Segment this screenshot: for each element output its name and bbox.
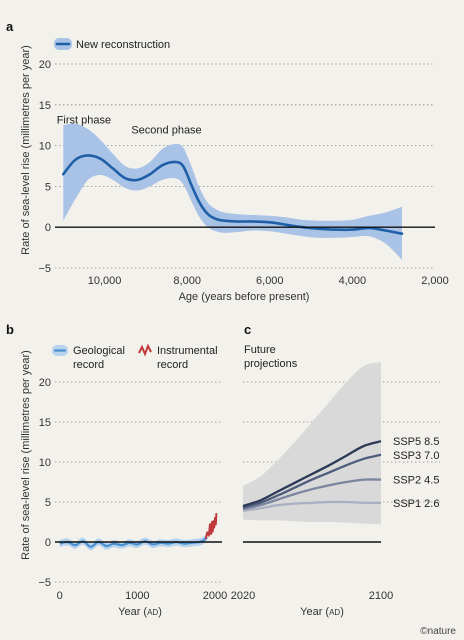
y-tick-label: 20 — [39, 377, 51, 389]
y-tick-label: −5 — [38, 263, 51, 275]
series-line-instrumental-record — [204, 513, 218, 540]
panel-a-uncertainty-band — [63, 123, 403, 260]
legend-instrumental-line2: record — [157, 359, 188, 371]
y-tick-label: −5 — [38, 577, 51, 589]
y-tick-label: 15 — [39, 417, 51, 429]
y-tick-label: 0 — [45, 537, 51, 549]
legend-instrumental-line1: Instrumental — [157, 345, 218, 357]
panel-b: b −5 0 5 10 15 20 0 1000 2000 Rate of sea-level… — [6, 322, 227, 618]
series-label-ssp5-8-5: SSP5 8.5 — [393, 436, 439, 448]
y-tick-label: 15 — [39, 100, 51, 112]
x-axis-label-unit: AD — [147, 608, 158, 617]
legend-swatch-instrumental — [138, 343, 152, 357]
series-line-ssp2-4-5 — [242, 478, 382, 511]
credit-logo: ©nature — [420, 626, 456, 637]
x-axis-label-main: Year ( — [300, 606, 329, 618]
panel-b-legend: Geological record Instrumental record — [52, 343, 218, 371]
x-axis-label-end: ) — [158, 606, 162, 618]
panel-c-title-line2: projections — [244, 358, 298, 370]
panel-a-label: a — [6, 19, 14, 34]
panel-b-label: b — [6, 322, 14, 337]
panel-b-gridlines — [55, 381, 222, 583]
series-line-ssp1-2-6 — [242, 500, 382, 512]
panel-c-projection-band — [243, 362, 381, 525]
y-tick-label: 20 — [39, 59, 51, 71]
panel-c-x-ticks: 2020 2100 — [231, 590, 393, 602]
panel-c-series-labels: SSP5 8.5 SSP3 7.0 SSP2 4.5 SSP1 2.6 — [393, 436, 439, 510]
x-tick-label: 6,000 — [256, 275, 284, 287]
x-axis-label-unit: AD — [329, 608, 340, 617]
y-tick-label: 5 — [45, 181, 51, 193]
y-tick-label: 10 — [39, 457, 51, 469]
annotation-second-phase: Second phase — [131, 124, 201, 136]
series-line-ssp3-7-0 — [242, 453, 382, 509]
panel-a-y-axis-label: Rate of sea-level rise (millimetres per … — [20, 45, 32, 255]
panel-b-y-ticks: −5 0 5 10 15 20 — [38, 377, 51, 589]
legend-geological-line1: Geological — [73, 345, 125, 357]
panel-c-title-line1: Future — [244, 344, 276, 356]
uncertainty-band — [63, 123, 403, 260]
panel-a-y-ticks: −5 0 5 10 15 20 — [38, 59, 51, 275]
y-tick-label: 10 — [39, 141, 51, 153]
series-label-ssp1-2-6: SSP1 2.6 — [393, 498, 439, 510]
panel-c: c 2020 2100 SSP5 8.5 SSP3 7.0 SSP2 4.5 SSP1 … — [231, 322, 440, 618]
panel-b-x-ticks: 0 1000 2000 — [57, 590, 228, 602]
panel-b-x-axis-label: Year (AD) — [118, 606, 162, 618]
panel-a-legend: New reconstruction — [54, 38, 170, 51]
series-label-ssp3-7-0: SSP3 7.0 — [393, 450, 439, 462]
x-tick-label: 2000 — [203, 590, 227, 602]
panel-c-label: c — [244, 322, 251, 337]
projection-band — [243, 362, 381, 525]
y-tick-label: 5 — [45, 497, 51, 509]
x-tick-label: 2,000 — [421, 275, 449, 287]
panel-c-x-axis-label: Year (AD) — [300, 606, 344, 618]
series-line-ssp5-8-5 — [242, 440, 382, 508]
x-tick-label: 0 — [57, 590, 63, 602]
panel-a-x-ticks: 10,000 8,000 6,000 4,000 2,000 — [88, 275, 449, 287]
panel-c-series — [242, 440, 382, 512]
x-axis-label-main: Year ( — [118, 606, 147, 618]
x-tick-label: 2020 — [231, 590, 255, 602]
annotation-first-phase: First phase — [57, 115, 111, 127]
legend-geological-line2: record — [73, 359, 104, 371]
panel-a-x-axis-label: Age (years before present) — [179, 291, 310, 303]
series-label-ssp2-4-5: SSP2 4.5 — [393, 475, 439, 487]
x-tick-label: 4,000 — [339, 275, 367, 287]
x-tick-label: 2100 — [369, 590, 393, 602]
panel-b-y-axis-label: Rate of sea-level rise (millimetres per … — [20, 350, 32, 560]
x-tick-label: 1000 — [125, 590, 149, 602]
legend-new-reconstruction: New reconstruction — [76, 39, 170, 51]
x-axis-label-end: ) — [340, 606, 344, 618]
panel-a-gridlines — [55, 63, 435, 269]
x-tick-label: 10,000 — [88, 275, 122, 287]
y-tick-label: 0 — [45, 222, 51, 234]
panel-a-series — [62, 154, 404, 235]
x-tick-label: 8,000 — [173, 275, 201, 287]
series-line-new-reconstruction — [62, 154, 404, 235]
